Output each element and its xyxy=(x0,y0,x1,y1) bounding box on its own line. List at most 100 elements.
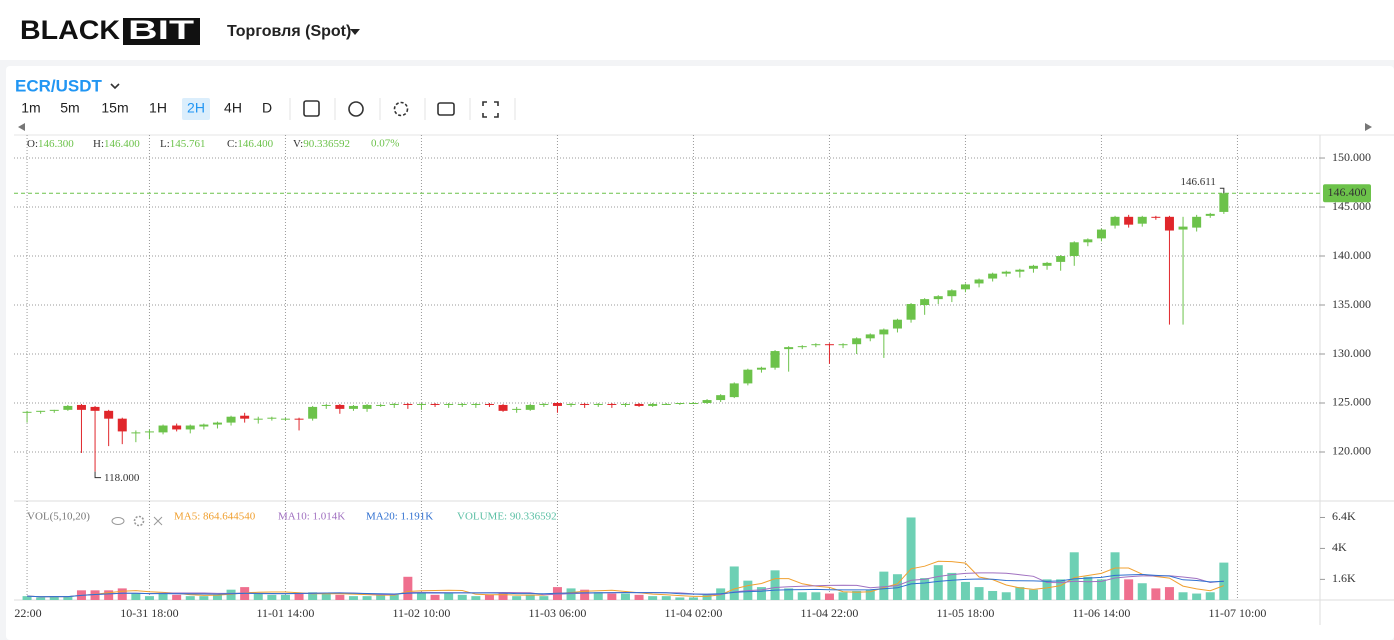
screenshot-icon[interactable] xyxy=(437,102,455,116)
interval-button[interactable]: 15m xyxy=(101,100,128,116)
volume-bar xyxy=(974,587,984,600)
interval-button[interactable]: 2H xyxy=(187,100,205,116)
y-tick-label: 140.000 xyxy=(1332,248,1371,262)
menu-caret[interactable] xyxy=(350,29,360,35)
candle-body xyxy=(1042,262,1052,266)
logo-box xyxy=(123,18,200,45)
legend-value: 146.300 xyxy=(38,138,74,150)
x-tick-label: 11-07 10:00 xyxy=(1209,606,1267,620)
interval-button[interactable]: 1m xyxy=(21,100,40,116)
candle-body xyxy=(172,425,182,430)
gear-icon[interactable] xyxy=(133,515,145,527)
candle-body xyxy=(920,299,930,306)
volume-tick-label: 6.4K xyxy=(1332,509,1356,523)
indicator-icon[interactable] xyxy=(303,100,320,117)
candle-body xyxy=(49,409,59,411)
volume-bar xyxy=(784,588,794,600)
candle-body xyxy=(702,400,712,403)
interval-button[interactable]: D xyxy=(262,100,272,116)
interval-button[interactable]: 5m xyxy=(60,100,79,116)
volume-bar xyxy=(797,592,807,600)
candle-body xyxy=(294,418,304,420)
settings-icon[interactable] xyxy=(393,101,409,117)
volume-tick-label: 1.6K xyxy=(1332,571,1356,585)
candle-body xyxy=(1137,216,1147,224)
candle-body xyxy=(430,403,440,405)
interval-active-bg xyxy=(182,98,210,120)
ohlc-legend: O:146.300 xyxy=(27,138,74,150)
interval-button[interactable]: 1H xyxy=(149,100,167,116)
legend-value: 146.400 xyxy=(104,138,140,150)
candle-body xyxy=(457,403,467,405)
volume-bar xyxy=(444,593,454,600)
candle-body xyxy=(158,425,168,433)
volume-bar xyxy=(172,594,182,600)
candle-body xyxy=(1056,256,1066,262)
volume-bar xyxy=(688,597,698,600)
volume-bar xyxy=(1219,562,1229,600)
volume-bar xyxy=(865,589,875,600)
volume-bar xyxy=(199,596,209,600)
volume-bar xyxy=(1056,579,1066,600)
header xyxy=(0,0,1394,60)
legend-key: O: xyxy=(27,138,38,150)
volume-bar xyxy=(36,597,46,600)
candle-body xyxy=(321,404,331,406)
high-marker xyxy=(1219,187,1225,194)
candle-body xyxy=(852,338,862,345)
volume-bar xyxy=(648,596,658,600)
candle-body xyxy=(471,403,481,405)
candle-body xyxy=(484,403,494,405)
eye-icon[interactable] xyxy=(111,517,125,525)
pair-title[interactable]: ECR/USDT xyxy=(15,76,103,95)
volume-bar xyxy=(852,590,862,600)
volume-bar xyxy=(294,593,304,600)
volume-bar xyxy=(49,596,59,600)
logo-black: BLACK xyxy=(20,15,121,45)
timezone-icon[interactable] xyxy=(348,101,364,117)
x-tick-label: 11-06 14:00 xyxy=(1073,606,1131,620)
candle-body xyxy=(144,431,154,433)
last-price-box xyxy=(1323,184,1371,203)
y-tick-label: 135.000 xyxy=(1332,297,1371,311)
candle-body xyxy=(1219,193,1229,212)
volume-bar xyxy=(212,594,222,600)
candle-body xyxy=(960,284,970,290)
volume-current: VOLUME: 90.336592 xyxy=(457,511,557,523)
candle-body xyxy=(185,425,195,430)
y-tick-label: 125.000 xyxy=(1332,395,1371,409)
volume-bar xyxy=(838,592,848,600)
volume-bar xyxy=(729,566,739,600)
candle-body xyxy=(593,403,603,405)
volume-bar xyxy=(158,593,168,600)
fullscreen-icon[interactable] xyxy=(482,101,499,118)
legend-value: 90.336592 xyxy=(303,138,350,150)
candle-body xyxy=(784,347,794,350)
volume-bar xyxy=(104,590,114,600)
ma-legend: MA20: 1.191K xyxy=(366,511,433,523)
candle-body xyxy=(525,404,535,410)
scroll-left[interactable] xyxy=(18,123,25,131)
candle-body xyxy=(1205,213,1215,216)
interval-button[interactable]: 4H xyxy=(224,100,242,116)
volume-bar xyxy=(117,588,127,600)
volume-bar xyxy=(634,594,644,600)
volume-bar xyxy=(403,576,413,600)
x-tick-label: 10-31 18:00 xyxy=(120,606,178,620)
scroll-right[interactable] xyxy=(1365,123,1372,131)
volume-bar xyxy=(566,588,576,600)
close-icon[interactable] xyxy=(153,516,163,526)
volume-bar xyxy=(484,594,494,600)
x-tick-label: 22:00 xyxy=(14,606,41,620)
menu-trading[interactable]: Торговля (Spot) xyxy=(227,23,351,40)
candle-body xyxy=(240,415,250,419)
pair-caret[interactable] xyxy=(110,83,120,90)
candle-body xyxy=(688,402,698,404)
candle-body xyxy=(716,395,726,401)
volume-bar xyxy=(960,581,970,600)
volume-bar xyxy=(824,593,834,600)
interval-bar: 1m 5m 15m 1H 2H 4H D xyxy=(21,98,272,120)
y-tick-label: 120.000 xyxy=(1332,444,1371,458)
volume-bar xyxy=(430,594,440,600)
